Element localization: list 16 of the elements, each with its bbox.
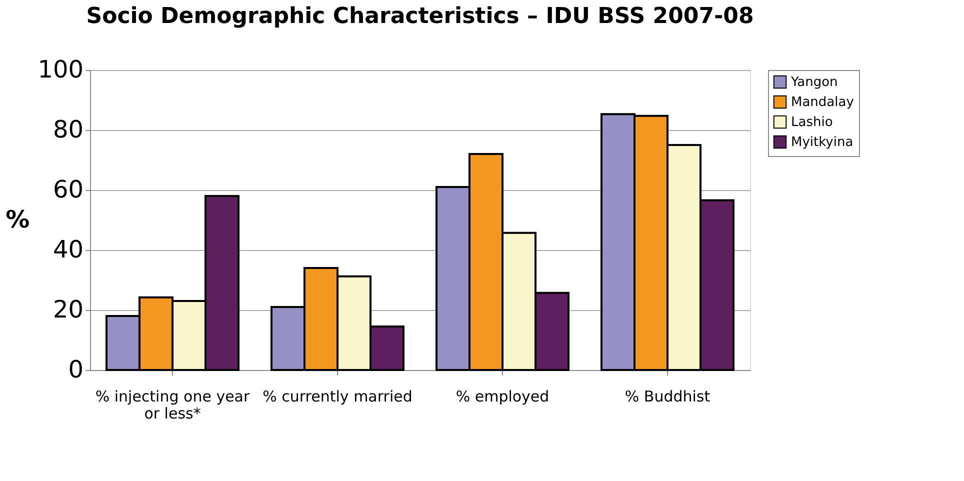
y-tick-label: 0 <box>68 356 84 384</box>
y-tick-label: 60 <box>52 176 84 204</box>
y-tick-label: 100 <box>38 56 84 84</box>
x-tick-label: % employed <box>456 388 550 406</box>
legend-label: Mandalay <box>791 95 854 110</box>
legend-label: Lashio <box>791 115 833 130</box>
legend-label: Yangon <box>790 75 838 90</box>
y-axis-title: % <box>6 206 30 234</box>
y-tick-label: 20 <box>52 296 84 324</box>
chart-title: Socio Demographic Characteristics – IDU BSS 2007-08 <box>86 4 754 29</box>
x-tick-label: % currently married <box>262 388 412 406</box>
y-tick-label: 40 <box>52 236 84 264</box>
y-tick-label: 80 <box>52 116 84 144</box>
legend-label: Myitkyina <box>791 135 854 150</box>
x-tick-label: % injecting one year or less* <box>95 388 250 422</box>
x-tick-label: % Buddhist <box>624 388 710 406</box>
